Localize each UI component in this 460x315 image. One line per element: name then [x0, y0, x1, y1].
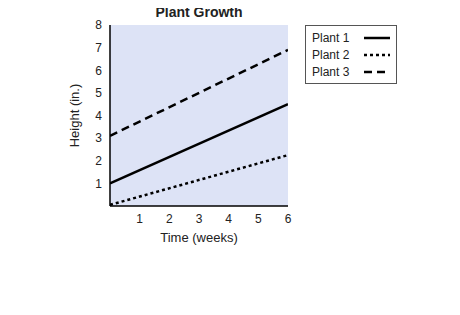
svg-text:1: 1 — [95, 177, 102, 191]
svg-text:1: 1 — [136, 212, 143, 226]
svg-text:4: 4 — [225, 212, 232, 226]
svg-text:3: 3 — [95, 131, 102, 145]
html-text:Plant 2: Plant 2 — [312, 47, 350, 62]
svg-text:5: 5 — [255, 212, 262, 226]
svg-text:Time (weeks): Time (weeks) — [160, 230, 238, 245]
svg-text:6: 6 — [285, 212, 292, 226]
svg-text:2: 2 — [166, 212, 173, 226]
svg-text:3: 3 — [196, 212, 203, 226]
svg-text:6: 6 — [95, 64, 102, 78]
svg-text:2: 2 — [95, 154, 102, 168]
svg-text:4: 4 — [95, 109, 102, 123]
html-text:Plant 1: Plant 1 — [312, 30, 350, 45]
svg-text:5: 5 — [95, 86, 102, 100]
html-text:Plant Growth: Plant Growth — [155, 4, 243, 20]
svg-text:8: 8 — [95, 18, 102, 32]
svg-text:Height (in.): Height (in.) — [67, 84, 82, 148]
svg-text:7: 7 — [95, 41, 102, 55]
html-text:Plant 3: Plant 3 — [312, 64, 350, 79]
